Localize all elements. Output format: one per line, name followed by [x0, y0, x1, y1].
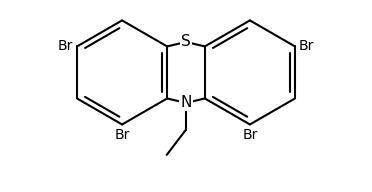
Text: Br: Br	[299, 39, 314, 53]
Text: S: S	[181, 35, 191, 50]
Text: Br: Br	[115, 128, 130, 142]
Text: N: N	[180, 95, 192, 110]
Text: Br: Br	[242, 128, 257, 142]
Text: Br: Br	[58, 39, 73, 53]
